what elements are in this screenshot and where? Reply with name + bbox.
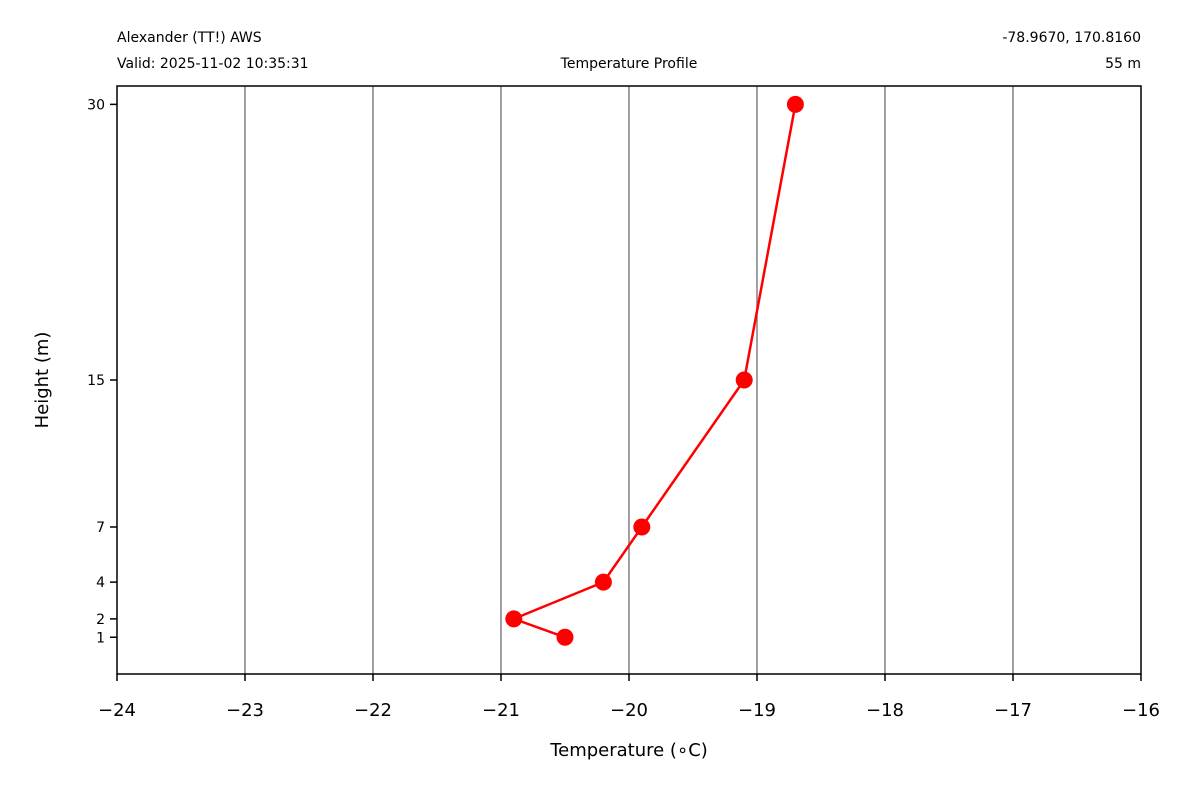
x-tick-label: −20: [610, 700, 648, 721]
x-tick-label: −22: [354, 700, 392, 721]
x-tick-label: −17: [994, 700, 1032, 721]
y-tick-label: 15: [87, 373, 105, 389]
y-tick-label: 4: [96, 575, 105, 591]
y-tick-label: 1: [96, 630, 105, 646]
series-layer: [505, 95, 804, 646]
chart-title: Temperature Profile: [560, 56, 698, 72]
x-tick-label: −18: [866, 700, 904, 721]
station-name: Alexander (TT!) AWS: [117, 30, 262, 46]
x-tick-label: −23: [226, 700, 264, 721]
x-axis-label: Temperature (∘C): [549, 740, 708, 761]
data-point-marker: [505, 610, 523, 628]
x-tick-label: −21: [482, 700, 520, 721]
data-point-marker: [556, 628, 574, 646]
y-axis-ticks: 1 2 4 7 15 30: [87, 97, 117, 646]
station-coordinates: -78.9670, 170.8160: [1002, 30, 1141, 46]
x-tick-label: −19: [738, 700, 776, 721]
y-tick-label: 7: [96, 520, 105, 536]
y-tick-label: 2: [96, 612, 105, 628]
x-tick-label: −16: [1122, 700, 1160, 721]
data-point-marker: [735, 371, 753, 389]
data-point-marker: [633, 518, 651, 536]
station-elevation: 55 m: [1105, 56, 1141, 72]
y-tick-label: 30: [87, 97, 105, 113]
data-point-marker: [786, 95, 804, 113]
valid-time: Valid: 2025-11-02 10:35:31: [117, 56, 309, 72]
x-tick-label: −24: [98, 700, 136, 721]
temperature-profile-line: [512, 104, 797, 639]
grid-lines: [244, 86, 1014, 674]
y-axis-label: Height (m): [32, 332, 53, 429]
x-axis-ticks: −24 −23 −22 −21 −20 −19 −18 −17 −16: [98, 674, 1160, 721]
data-point-marker: [594, 573, 612, 591]
